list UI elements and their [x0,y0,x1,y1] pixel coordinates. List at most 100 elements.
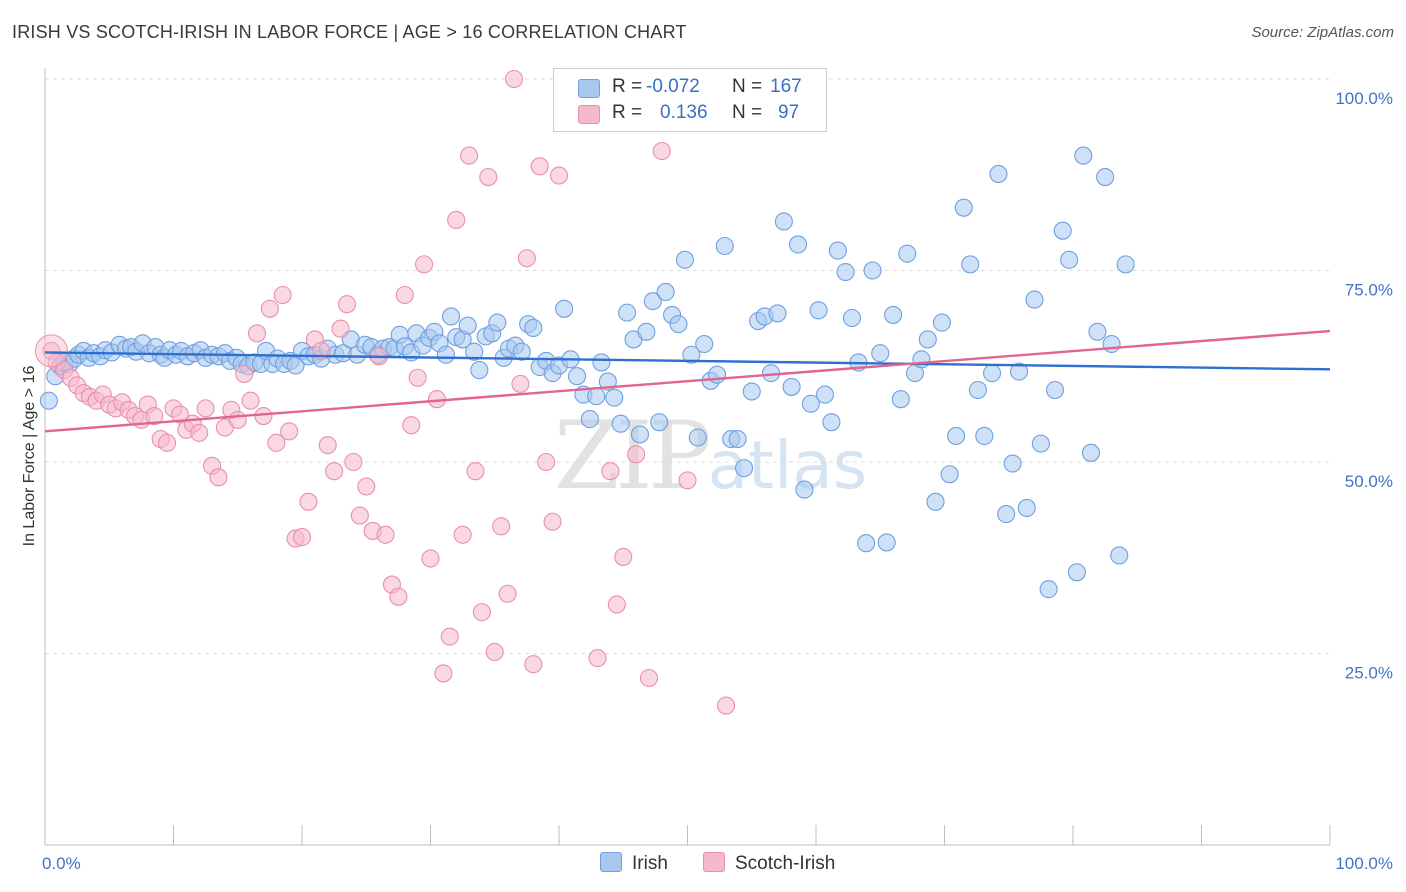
data-point [669,315,688,334]
data-point [588,649,607,668]
data-point [228,410,247,429]
data-point [442,307,461,326]
data-point [524,655,543,674]
legend-r-label: R = [612,76,643,97]
data-point [485,642,504,662]
data-point [1060,250,1079,269]
data-point [637,322,656,341]
data-point [170,405,189,424]
y-tick-label: 75.0% [1345,281,1393,300]
data-point [587,387,606,406]
data-point [742,382,761,401]
data-point [836,262,855,282]
bottom-legend-scotch-irish: Scotch-Irish [703,852,835,875]
y-tick-label: 25.0% [1345,664,1393,683]
trend-line-irish [44,351,1331,371]
data-point [337,295,357,314]
data-point [466,462,485,481]
data-point [918,330,937,349]
data-point [273,285,292,305]
data-point [877,533,896,552]
data-point [592,353,611,372]
data-point [1110,546,1129,565]
legend-n-value: 97 [778,102,800,123]
data-point-cluster [34,334,68,368]
data-point [453,525,472,544]
data-point [947,426,966,446]
data-point [961,255,980,274]
data-point [260,299,279,318]
data-point [524,318,543,338]
bottom-legend-irish: Irish [600,852,668,875]
data-point [695,334,714,354]
data-point [728,429,747,449]
data-point [822,413,841,432]
data-point [815,385,835,404]
data-point [1009,362,1029,381]
data-point [842,308,862,328]
legend-r-value: -0.072 [646,76,700,97]
data-point [871,344,890,363]
trend-lines [44,329,1331,433]
data-point [389,587,408,606]
data-point [734,459,754,478]
data-point [678,471,697,490]
data-point [512,342,531,361]
data-point [627,445,646,464]
data-point [639,668,659,688]
data-point [479,167,498,187]
data-point [567,367,587,386]
data-point [344,452,363,472]
data-point [498,584,517,603]
data-point [857,534,876,553]
data-point [884,305,903,324]
data-point [605,388,624,407]
bottom-legend-label-irish: Irish [632,853,668,874]
data-point [975,426,994,446]
data-point [511,374,530,393]
bottom-legend-label-scotch-irish: Scotch-Irish [735,853,836,874]
data-point [555,299,574,318]
data-point [447,210,466,229]
data-point [1116,255,1135,274]
data-point [1025,290,1044,309]
data-point [357,477,376,496]
data-point [774,212,793,231]
data-point [458,316,477,335]
data-point [434,664,453,683]
source-label: Source: ZipAtlas.com [1251,24,1394,41]
y-axis-title: In Labor Force | Age > 16 [21,366,38,547]
legend-n-label: N = [732,76,763,97]
data-point [436,345,455,364]
data-point [267,433,286,452]
data-point [1053,221,1072,240]
data-point [247,324,267,343]
data-point [968,380,987,400]
data-point [652,141,671,161]
bottom-legend-swatch-irish [600,852,622,872]
data-point [325,462,344,481]
data-point [643,292,662,311]
data-point [543,512,562,531]
series-scotch-irish-points [34,69,748,715]
data-point [782,377,801,396]
data-point [241,391,260,410]
data-point [39,391,58,410]
legend-r-label: R = [612,102,643,123]
data-point [788,235,808,254]
data-point [932,313,951,332]
bottom-legend-swatch-scotch-irish [703,852,725,872]
data-point [280,422,299,441]
data-point [415,255,434,274]
data-point [331,319,350,338]
trend-line-scotch-irish [44,329,1331,433]
data-point [350,506,369,525]
axis-labels: 25.0% 50.0% 75.0% 100.0% 0.0% 100.0% In Labor … [21,89,1393,873]
data-point [440,627,459,646]
data-point [708,365,727,384]
legend-row-scotch-irish: R = 0.136 N = 97 [554,101,826,127]
data-point [940,465,959,484]
data-point [488,313,507,332]
data-point [688,428,707,447]
data-point [292,528,312,547]
